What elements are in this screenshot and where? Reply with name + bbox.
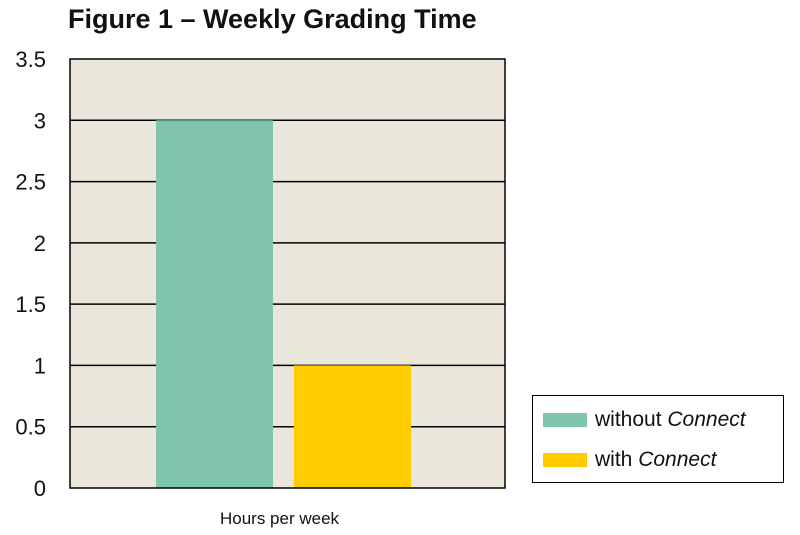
bar-without-connect (156, 120, 273, 489)
legend-item-with-connect: with Connect (543, 448, 716, 472)
y-tick-label: 2.5 (15, 170, 46, 195)
plot-frame (69, 58, 506, 489)
y-tick-label: 0 (34, 476, 46, 501)
y-axis-ticks: 0 0.5 1 1.5 2 2.5 3 3.5 (15, 47, 46, 501)
y-tick-label: 2 (34, 231, 46, 256)
plot-background (70, 59, 505, 488)
bar-with-connect (294, 365, 411, 488)
legend-swatch-without-connect (543, 413, 587, 427)
y-tick-label: 1 (34, 353, 46, 378)
y-tick-label: 1.5 (15, 292, 46, 317)
y-tick-label: 3 (34, 108, 46, 133)
y-tick-label: 3.5 (15, 47, 46, 72)
x-axis-label: Hours per week (220, 509, 340, 528)
gridlines (70, 119, 505, 428)
legend-swatch-with-connect (543, 453, 587, 467)
y-tick-label: 0.5 (15, 415, 46, 440)
legend-label-without-connect: without Connect (595, 408, 746, 431)
bars (156, 120, 411, 489)
legend-item-without-connect: without Connect (543, 408, 746, 432)
legend-label-with-connect: with Connect (595, 448, 717, 471)
chart-title: Figure 1 – Weekly Grading Time (68, 4, 477, 34)
legend: without Connect with Connect (532, 395, 784, 483)
